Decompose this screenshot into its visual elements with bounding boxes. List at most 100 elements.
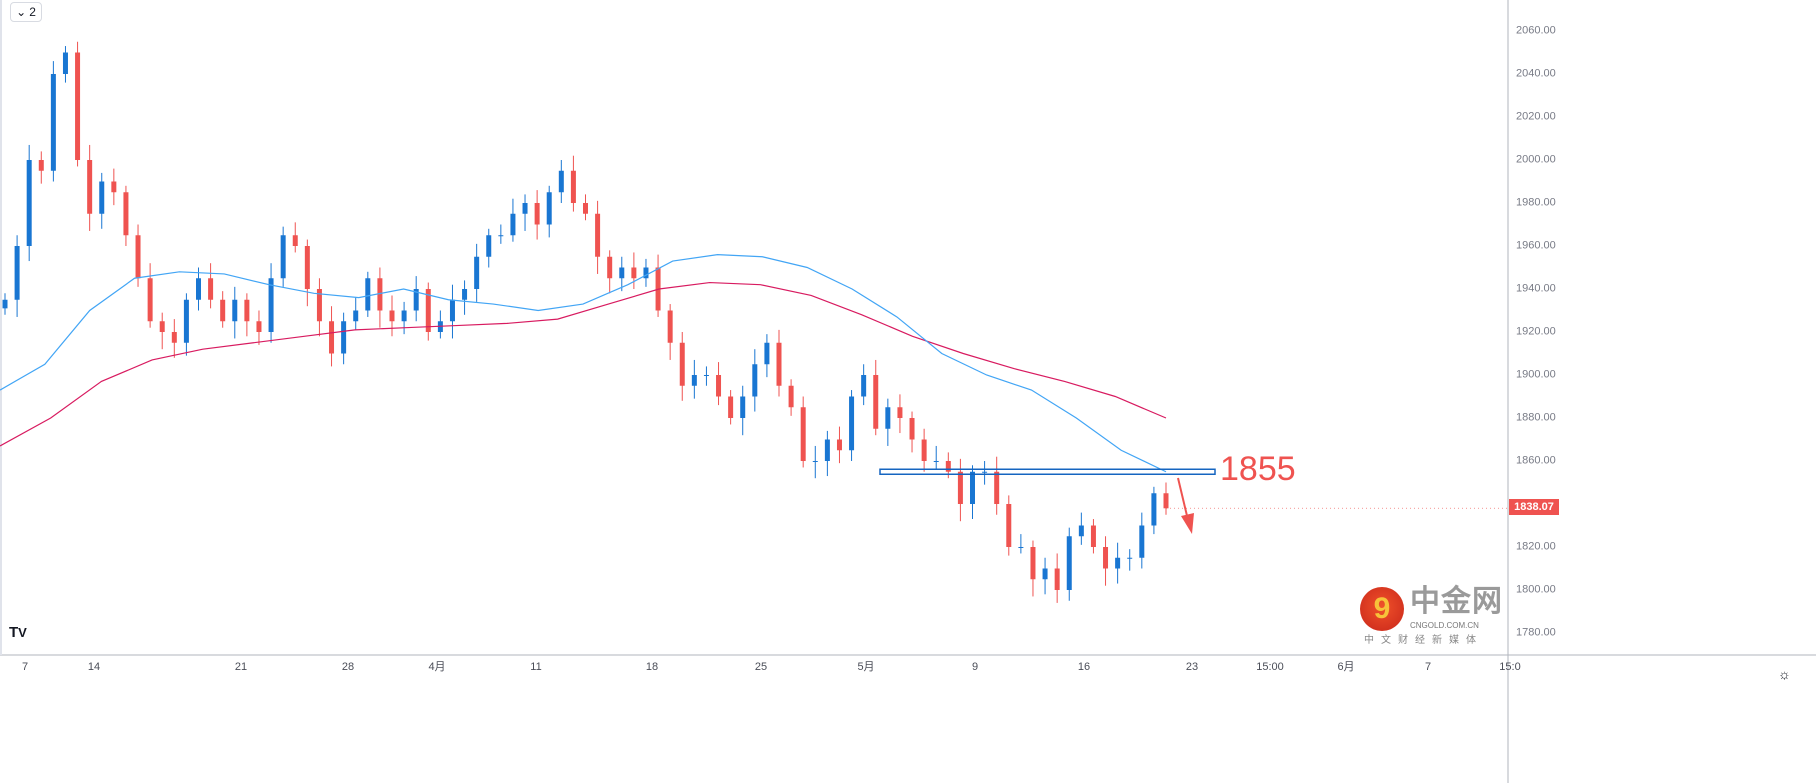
interval-toggle-button[interactable]: ⌄ 2 — [10, 2, 42, 22]
candle-body — [776, 342, 782, 386]
x-tick-label: 6月 — [1337, 661, 1355, 673]
candle-body — [111, 181, 117, 193]
candle-body — [1018, 547, 1024, 548]
candle-body — [280, 235, 286, 279]
candle-body — [716, 375, 722, 397]
cngold-watermark: 9 中金网 CNGOLD.COM.CN 中文财经新媒体 — [1360, 585, 1510, 649]
candle-body — [1054, 568, 1060, 590]
candle-body — [861, 375, 867, 397]
watermark-subtitle: 中文财经新媒体 — [1364, 635, 1483, 646]
candle-body — [329, 321, 335, 354]
y-tick-label: 2000.00 — [1516, 153, 1556, 166]
candle-body — [462, 289, 468, 300]
candle-body — [728, 396, 734, 418]
y-tick-label: 2020.00 — [1516, 110, 1556, 123]
candle-body — [341, 321, 347, 354]
candle-body — [558, 170, 564, 193]
candle-body — [546, 192, 552, 225]
candle-body — [220, 299, 226, 322]
candle-body — [812, 461, 818, 462]
candle-body — [909, 418, 915, 440]
candle-body — [1163, 493, 1169, 509]
candle-body — [970, 471, 975, 504]
candle-body — [607, 256, 613, 279]
candle-body — [1042, 568, 1048, 580]
candle-body — [449, 299, 455, 322]
y-tick-label: 1820.00 — [1516, 540, 1556, 553]
x-tick-label: 11 — [530, 661, 542, 673]
tradingview-logo[interactable]: TV — [9, 624, 27, 641]
ma-fast-line — [0, 253, 1167, 473]
candle-body — [945, 461, 951, 472]
candle-body — [365, 278, 371, 311]
level-1855-box — [879, 468, 1216, 475]
candle-body — [14, 246, 20, 300]
y-tick-label: 1920.00 — [1516, 325, 1556, 338]
candle-body — [921, 439, 927, 461]
candle-body — [885, 407, 891, 429]
candle-body — [87, 160, 93, 214]
candle-body — [353, 310, 359, 322]
candle-body — [788, 385, 794, 408]
candle-body — [244, 299, 250, 322]
x-tick-label: 9 — [971, 661, 979, 673]
y-tick-label: 1800.00 — [1516, 583, 1556, 596]
candle-body — [1151, 493, 1157, 526]
watermark-url: CNGOLD.COM.CN — [1410, 621, 1479, 630]
candle-body — [764, 342, 770, 365]
y-tick-label: 1780.00 — [1516, 626, 1556, 639]
watermark-logo-text: 中金网 — [1410, 585, 1503, 618]
level-annotation-label: 1855 — [1220, 450, 1296, 488]
x-tick-label: 18 — [645, 661, 659, 673]
candle-body — [703, 375, 709, 376]
candle-body — [1030, 547, 1036, 580]
candle-body — [595, 213, 601, 257]
candle-body — [583, 203, 588, 214]
candle-body — [62, 52, 68, 74]
candle-body — [196, 278, 201, 300]
candle-body — [619, 267, 625, 279]
candle-body — [510, 213, 516, 236]
candle-body — [123, 192, 129, 236]
cngold-logo-icon: 9 — [1360, 587, 1404, 631]
y-tick-label: 1960.00 — [1516, 239, 1556, 252]
candle-body — [800, 407, 806, 461]
candle-body — [534, 203, 540, 225]
y-tick-label: 1860.00 — [1516, 454, 1556, 467]
x-tick-label: 21 — [234, 661, 248, 673]
candle-body — [75, 52, 81, 160]
candle-body — [50, 74, 56, 171]
candle-body — [389, 310, 395, 322]
candle-body — [1078, 525, 1084, 537]
candle-body — [522, 203, 528, 214]
candle-body — [679, 342, 685, 386]
x-tick-label: 4月 — [428, 661, 446, 673]
candle-body — [1139, 525, 1145, 558]
x-tick-label: 14 — [87, 661, 101, 673]
x-tick-label: 25 — [754, 661, 768, 673]
candle-body — [208, 278, 214, 300]
candle-body — [38, 160, 44, 171]
candle-body — [268, 278, 274, 332]
x-tick-label: 15:0 — [1499, 661, 1521, 673]
candle-body — [147, 278, 153, 322]
candle-body — [643, 267, 649, 279]
candle-body — [486, 235, 492, 257]
candle-body — [740, 396, 746, 418]
candle-body — [256, 321, 262, 332]
candle-body — [570, 170, 576, 203]
ma-slow-line — [0, 281, 1167, 447]
x-tick-label: 16 — [1077, 661, 1091, 673]
candle-body — [183, 299, 189, 343]
y-tick-label: 2060.00 — [1516, 24, 1556, 37]
gear-icon[interactable]: ☼ — [1778, 666, 1791, 682]
candle-body — [304, 246, 310, 289]
candle-body — [292, 235, 298, 246]
candle-body — [849, 396, 855, 451]
candle-body — [982, 471, 988, 473]
candle-body — [691, 375, 697, 386]
candle-body — [631, 267, 637, 279]
candle-body — [425, 289, 431, 332]
y-tick-label: 1980.00 — [1516, 196, 1556, 209]
